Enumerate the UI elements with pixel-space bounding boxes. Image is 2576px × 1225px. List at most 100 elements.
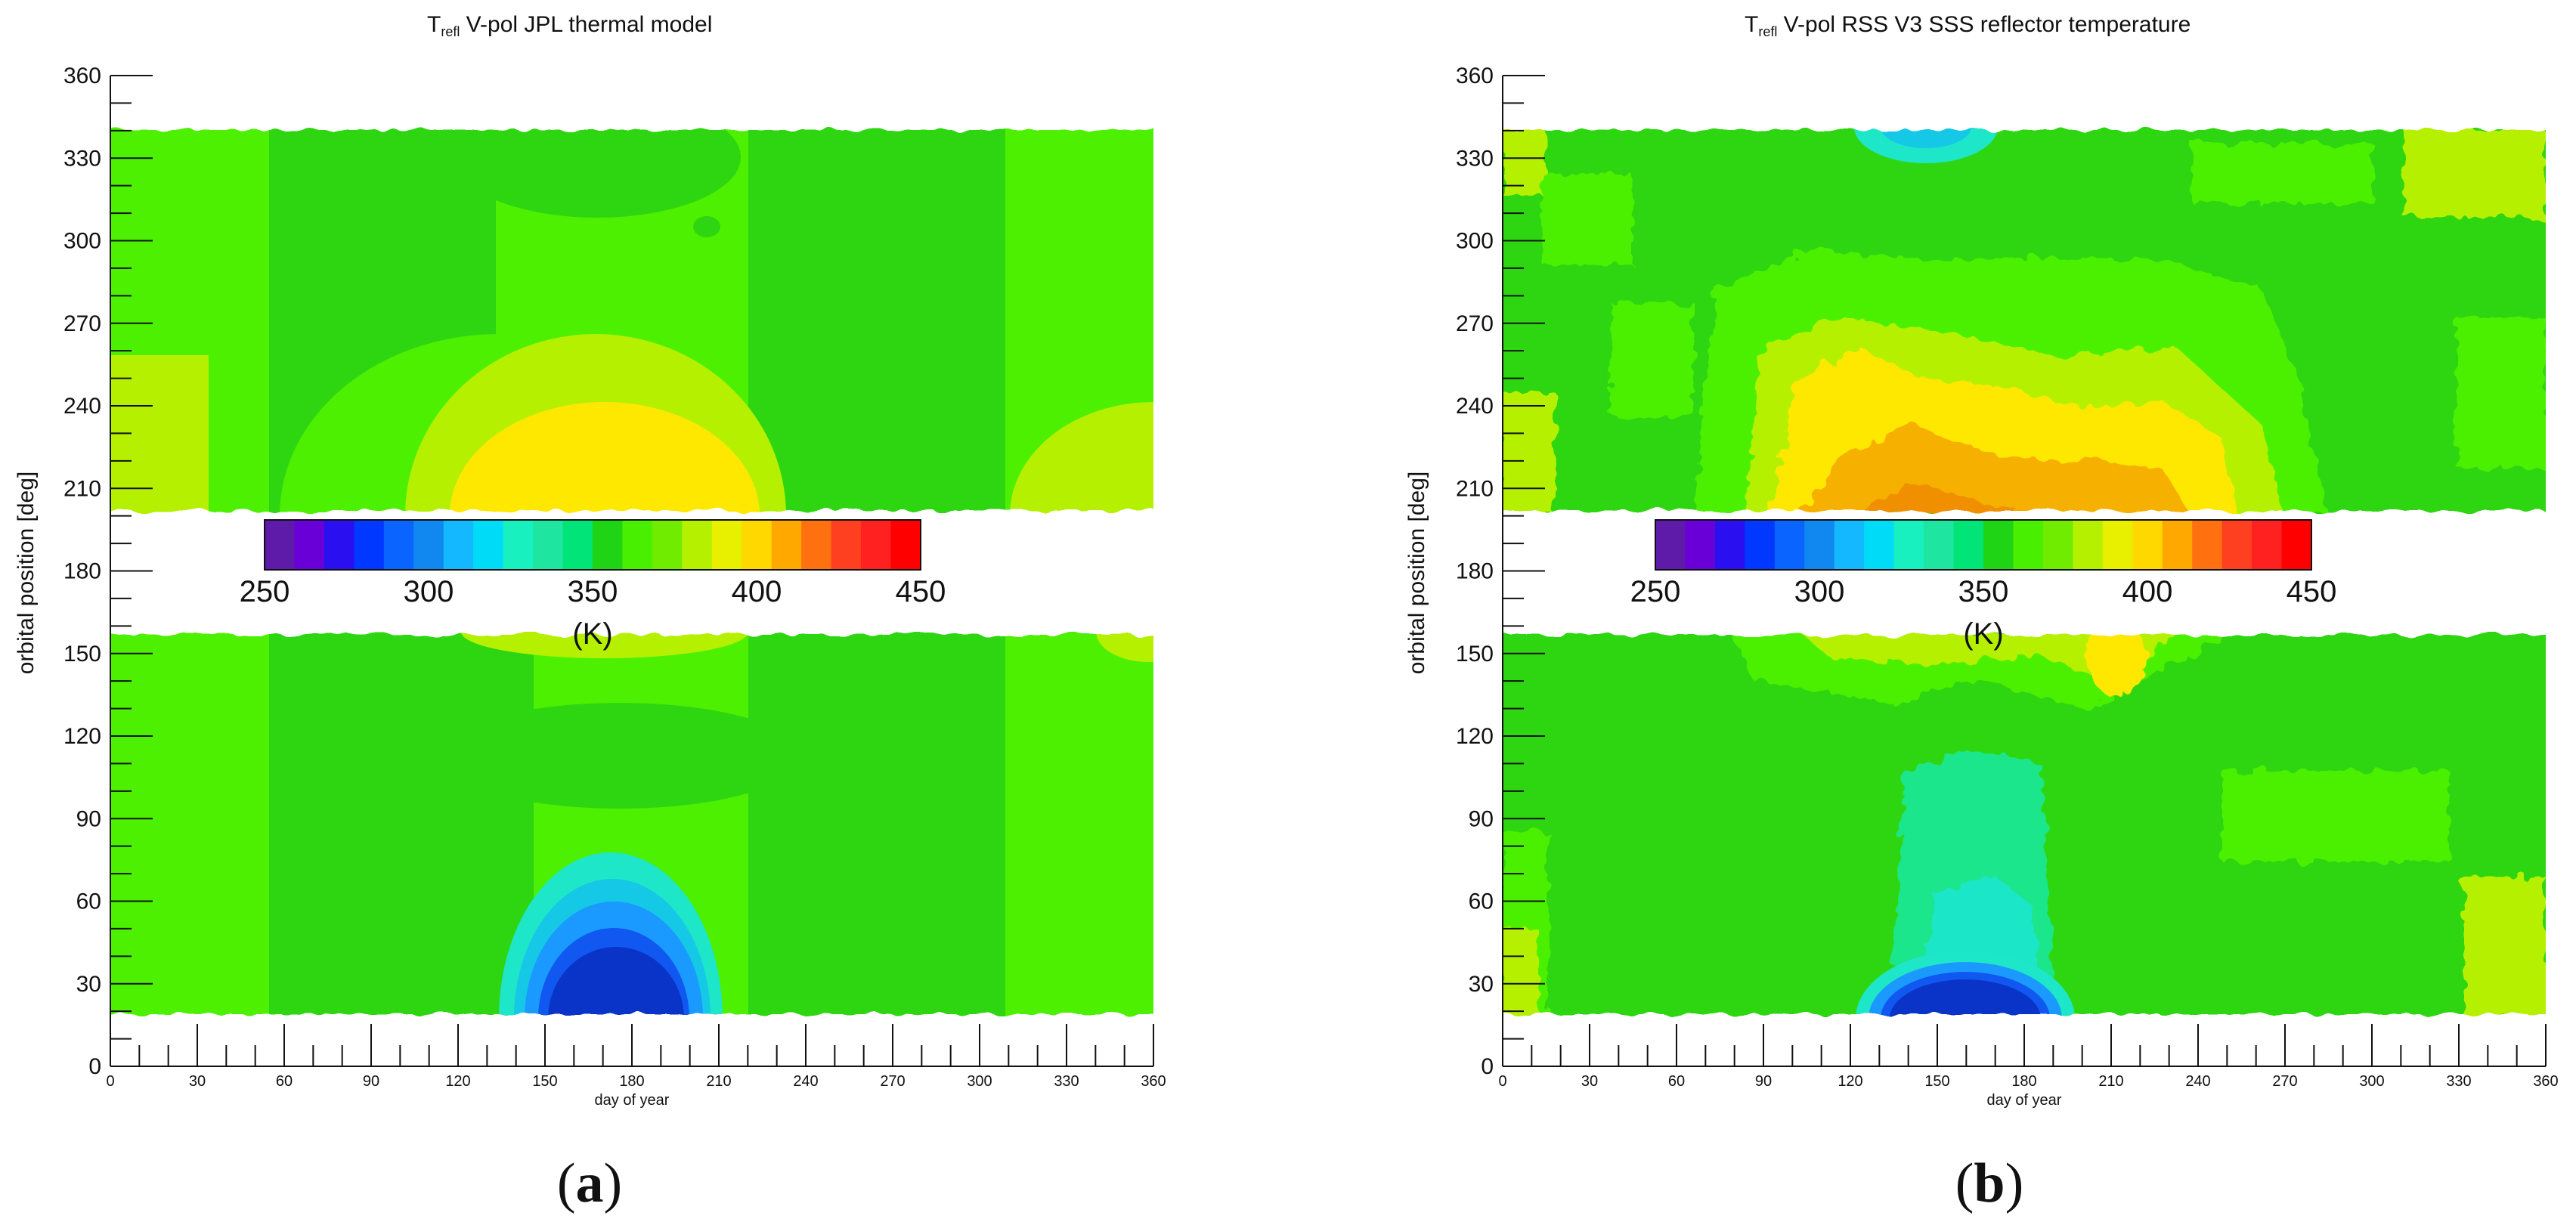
x-axis-title: day of year: [1987, 1092, 2062, 1109]
colorbar-swatch: [831, 520, 862, 570]
x-tick-label: 60: [1668, 1073, 1685, 1090]
x-tick-label: 210: [2098, 1073, 2123, 1090]
y-tick-label: 150: [63, 642, 101, 667]
x-tick-label: 330: [1054, 1073, 1079, 1090]
colorbar-tick-label: 250: [1630, 575, 1681, 608]
y-tick-label: 180: [63, 559, 101, 584]
y-tick-label: 120: [63, 724, 101, 749]
field-blob: [590, 962, 642, 1010]
colorbar-swatch: [2252, 520, 2283, 570]
colorbar-swatch: [1953, 520, 1984, 570]
y-tick-label: 360: [63, 63, 101, 88]
colorbar-tick-label: 300: [1794, 575, 1845, 608]
y-tick-label: 300: [1456, 229, 1494, 254]
field-blob: [1881, 127, 1971, 148]
field-blob: [2464, 877, 2546, 1019]
x-tick-label: 90: [1755, 1073, 1772, 1090]
x-tick-label: 180: [619, 1073, 644, 1090]
y-tick-label: 240: [1456, 394, 1494, 419]
field-blob: [2192, 144, 2373, 204]
field-blob: [1096, 632, 1153, 662]
field-blob: [1859, 484, 2041, 515]
colorbar-tick-label: 450: [896, 575, 946, 608]
colorbar-swatch: [742, 520, 772, 570]
y-tick-label: 60: [76, 889, 101, 914]
field-blob: [2086, 632, 2147, 695]
field-blob: [693, 216, 720, 237]
field-blob: [1890, 979, 2041, 1019]
field-blob: [438, 703, 801, 809]
x-tick-label: 270: [880, 1073, 905, 1090]
y-tick-label: 0: [88, 1054, 101, 1079]
colorbar-swatch: [324, 520, 355, 570]
colorbar: 250 300 350 400 450 (K): [240, 519, 946, 651]
x-tick-label: 210: [706, 1073, 731, 1090]
colorbar-swatch: [1745, 520, 1776, 570]
y-tick-label: 90: [76, 806, 101, 831]
colorbar-tick-label: 300: [404, 575, 454, 608]
colorbar-swatch: [383, 520, 414, 570]
colorbar-unit: (K): [1963, 617, 2003, 651]
colorbar-tick-label: 350: [1958, 575, 2009, 608]
colorbar-tick-label: 350: [568, 575, 618, 608]
colorbar-swatch: [562, 520, 593, 570]
colorbar-swatch: [771, 520, 802, 570]
colorbar-tick-label: 400: [732, 575, 782, 608]
field-blob: [454, 127, 741, 218]
field-blob: [1610, 302, 1693, 416]
colorbar-swatch: [2192, 520, 2223, 570]
field-blob: [1503, 393, 1556, 515]
y-tick-label: 330: [1456, 146, 1494, 171]
chart-title: Trefl V-pol JPL thermal model: [427, 12, 712, 39]
field-band: [748, 127, 1005, 515]
colorbar-swatch: [354, 520, 385, 570]
field-blob: [1503, 930, 1539, 1019]
chart-title: Trefl V-pol RSS V3 SSS reflector tempera…: [1745, 12, 2191, 39]
panel-b-upper-field: [1503, 127, 2546, 515]
y-tick-label: 90: [1469, 806, 1494, 831]
panel-b: 0 30 60 90 120 150 180 210 240 270 300 330 360 0 30 60…: [1404, 12, 2559, 1214]
x-tick-label: 240: [793, 1073, 818, 1090]
colorbar-swatch: [1864, 520, 1895, 570]
x-ticks: 0 30 60 90 120 150 180 210 240 270 300 330 360: [106, 1024, 1166, 1090]
colorbar-swatch: [2281, 520, 2312, 570]
colorbar-swatch: [890, 520, 921, 570]
x-tick-label: 60: [276, 1073, 293, 1090]
y-tick-label: 210: [1456, 476, 1494, 501]
panel-label: (a): [557, 1152, 622, 1214]
colorbar-frame: [1655, 519, 2312, 571]
y-tick-label: 330: [63, 146, 101, 171]
y-tick-label: 60: [1469, 889, 1494, 914]
colorbar-frame: [264, 519, 921, 571]
colorbar-swatch: [1983, 520, 2014, 570]
x-tick-label: 300: [967, 1073, 992, 1090]
x-tick-label: 180: [2011, 1073, 2036, 1090]
y-tick-label: 150: [1456, 642, 1494, 667]
colorbar-unit: (K): [572, 617, 612, 651]
panel-a: 0 30 60 90 120 150 180 210 240 270 300 330 360 0 30 60…: [14, 12, 1166, 1214]
y-tick-label: 210: [63, 476, 101, 501]
field-blob: [1010, 402, 1153, 515]
x-tick-label: 0: [106, 1073, 114, 1090]
colorbar-swatch: [801, 520, 832, 570]
x-tick-label: 0: [1498, 1073, 1506, 1090]
colorbar-swatch: [1804, 520, 1835, 570]
colorbar-tick-label: 450: [2287, 575, 2337, 608]
colorbar-swatch: [2221, 520, 2252, 570]
field-blob: [1799, 632, 2177, 680]
x-tick-label: 150: [532, 1073, 557, 1090]
x-tick-label: 30: [1581, 1073, 1598, 1090]
field-blob: [1542, 174, 1633, 264]
x-tick-label: 240: [2185, 1073, 2210, 1090]
y-tick-label: 120: [1456, 724, 1494, 749]
colorbar-swatch: [1834, 520, 1865, 570]
colorbar-swatch: [1655, 520, 1686, 570]
x-tick-label: 120: [1838, 1073, 1862, 1090]
colorbar: 250 300 350 400 450 (K): [1630, 519, 2337, 651]
y-ticks: 0 30 60 90 120 150 180 210 240 270 300 330 360: [1456, 63, 1545, 1079]
x-tick-label: 270: [2272, 1073, 2297, 1090]
y-ticks: 0 30 60 90 120 150 180 210 240 270 300 330 360: [63, 63, 153, 1079]
colorbar-swatch: [265, 520, 295, 570]
colorbar-swatch: [2013, 520, 2044, 570]
colorbar-tick-label: 400: [2122, 575, 2173, 608]
